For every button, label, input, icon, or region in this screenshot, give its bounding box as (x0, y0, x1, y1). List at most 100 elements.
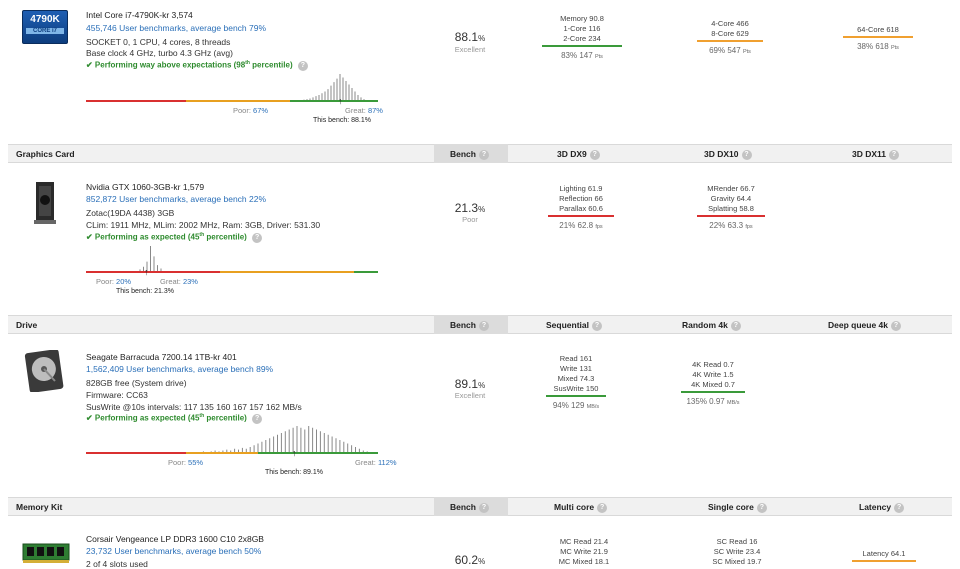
cpu-perf-post: percentile) (249, 60, 293, 70)
memory-subscore-singlecore: SC Read 16 SC Write 23.4 SC Mixed 19.7 (706, 537, 768, 567)
cpu-col1-sum-value: 83% 147 (561, 51, 593, 60)
cpu-col2-sum-value: 69% 547 (709, 46, 741, 55)
help-icon[interactable]: ? (891, 320, 901, 331)
cpu-performance-note: ✔ Performing way above expectations (98t… (86, 60, 308, 71)
help-icon[interactable]: ? (478, 502, 489, 513)
memory-score-unit: % (478, 557, 486, 566)
gpu-col1-underline (548, 215, 614, 217)
memory-title[interactable]: Corsair Vengeance LP DDR3 1600 C10 2x8GB (86, 534, 264, 544)
drive-col1-unit: MB/s (586, 404, 600, 410)
cpu-info-clock: Base clock 4 GHz, turbo 4.3 GHz (avg) (86, 48, 233, 58)
cpu-col3-unit: Pts (890, 45, 899, 51)
subscore-line: MRender 66.7 (707, 184, 755, 193)
drive-title[interactable]: Seagate Barracuda 7200.14 1TB-kr 401 (86, 352, 237, 362)
bench-label: Bench (450, 502, 476, 512)
gpu-col2-sum-value: 22% 63.3 (709, 221, 744, 230)
gpu-benchmarks-link[interactable]: 852,872 User benchmarks, average bench 2… (86, 194, 267, 204)
help-icon[interactable]: ? (252, 232, 263, 243)
bench-column-header[interactable]: Bench? (450, 149, 489, 160)
cpu-this-bench: This bench: 88.1% (313, 117, 371, 124)
sequential-column-header[interactable]: Sequential? (546, 320, 602, 331)
drive-col1-lines: Read 161 Write 131 Mixed 74.3 SusWrite 150 (546, 354, 606, 394)
dx10-column-header[interactable]: 3D DX10? (704, 149, 752, 160)
dx9-column-header[interactable]: 3D DX9? (557, 149, 600, 160)
help-icon[interactable]: ? (889, 149, 900, 160)
help-icon[interactable]: ? (730, 320, 741, 331)
cpu-bar-average (186, 100, 290, 102)
memory-score: 60.2% (440, 553, 500, 567)
help-icon[interactable]: ? (756, 502, 767, 513)
cpu-perf-text: ✔ Performing way above expectations (98 (86, 60, 246, 70)
drive-benchmarks-link[interactable]: 1,562,409 User benchmarks, average bench… (86, 364, 274, 374)
cpu-col2-unit: Pts (742, 49, 751, 55)
subscore-line: Latency 64.1 (862, 549, 906, 558)
bench-header-cell (434, 497, 508, 516)
gpu-col2-lines: MRender 66.7 Gravity 64.4 Splatting 58.8 (697, 184, 765, 214)
subscore-line: Read 161 (559, 354, 593, 363)
memory-subscore-latency: Latency 64.1 (852, 549, 916, 562)
singlecore-column-header[interactable]: Single core? (708, 502, 767, 513)
drive-great-text: Great: (355, 458, 376, 467)
drive-score-value: 89.1 (454, 377, 479, 391)
random4k-column-header[interactable]: Random 4k? (682, 320, 741, 331)
cpu-col1-lines: Memory 90.8 1-Core 116 2-Core 234 (542, 14, 622, 44)
help-icon[interactable]: ? (478, 149, 489, 160)
gpu-performance-note: ✔ Performing as expected (45th percentil… (86, 232, 263, 243)
drive-poor-label: Poor: 55% (168, 458, 203, 467)
help-icon[interactable]: ? (597, 502, 608, 513)
gpu-info-clocks: CLim: 1911 MHz, MLim: 2002 MHz, Ram: 3GB… (86, 220, 321, 230)
gpu-card-image (34, 182, 56, 224)
subscore-line: SC Mixed 19.7 (712, 557, 762, 566)
dx11-column-header[interactable]: 3D DX11? (852, 149, 900, 160)
help-icon[interactable]: ? (589, 149, 600, 160)
cpu-distribution-histogram (285, 74, 374, 102)
help-icon[interactable]: ? (252, 413, 263, 424)
deepqueue-column-header[interactable]: Deep queue 4k? (828, 320, 901, 331)
cpu-col2-underline (697, 40, 763, 42)
random4k-label: Random 4k (682, 320, 728, 330)
help-icon[interactable]: ? (894, 502, 905, 513)
subscore-line: 4K Write 1.5 (692, 370, 734, 379)
cpu-score: 88.1% (440, 30, 500, 44)
drive-rating: Excellent (454, 391, 486, 400)
cpu-badge-model: 4790K (30, 14, 60, 25)
gpu-col1-sum-value: 21% 62.8 (559, 221, 594, 230)
help-icon[interactable]: ? (297, 60, 308, 71)
help-icon[interactable]: ? (478, 320, 489, 331)
gpu-subscore-dx10: MRender 66.7 Gravity 64.4 Splatting 58.8 2… (697, 184, 765, 230)
cpu-benchmarks-link[interactable]: 455,746 User benchmarks, average bench 7… (86, 23, 267, 33)
gpu-title[interactable]: Nvidia GTX 1060-3GB-kr 1,579 (86, 182, 205, 192)
subscore-line: Mixed 74.3 (557, 374, 595, 383)
drive-col2-sum: 135% 0.97 MB/s (681, 397, 745, 406)
gpu-rating: Poor (462, 215, 478, 224)
cpu-title[interactable]: Intel Core i7-4790K-kr 3,574 (86, 10, 193, 20)
dx11-label: 3D DX11 (852, 149, 887, 159)
latency-column-header[interactable]: Latency? (859, 502, 905, 513)
gpu-score: 21.3% (440, 201, 500, 215)
bench-column-header[interactable]: Bench? (450, 320, 489, 331)
multicore-column-header[interactable]: Multi core? (554, 502, 608, 513)
help-icon[interactable]: ? (591, 320, 602, 331)
drive-header: Drive Bench? Sequential? Random 4k? Deep… (8, 315, 952, 334)
singlecore-label: Single core (708, 502, 754, 512)
cpu-bar-poor (86, 100, 186, 102)
drive-col1-sum: 94% 129 MB/s (546, 401, 606, 410)
help-icon[interactable]: ? (741, 149, 752, 160)
memory-score-value: 60.2 (454, 553, 479, 567)
drive-info-free: 828GB free (System drive) (86, 378, 187, 388)
drive-score-unit: % (478, 381, 486, 390)
gpu-col2-underline (697, 215, 765, 217)
cpu-great-value: 87% (367, 106, 383, 115)
cpu-perf-sup: th (245, 60, 250, 66)
gpu-bench-marker-icon: ↑ (144, 267, 149, 277)
bench-column-header[interactable]: Bench? (450, 502, 489, 513)
drive-poor-text: Poor: (168, 458, 186, 467)
subscore-line: SC Read 16 (716, 537, 758, 546)
cpu-subscore-col3: 64-Core 618 38% 618 Pts (843, 25, 913, 51)
memory-kit-category-label: Memory Kit (16, 502, 63, 512)
drive-great-label: Great: 112% (355, 458, 397, 467)
subscore-line: SusWrite 150 (553, 384, 599, 393)
gpu-distribution-histogram (139, 246, 162, 272)
drive-perf-post: percentile) (204, 413, 247, 423)
memory-benchmarks-link[interactable]: 23,732 User benchmarks, average bench 50… (86, 546, 262, 556)
